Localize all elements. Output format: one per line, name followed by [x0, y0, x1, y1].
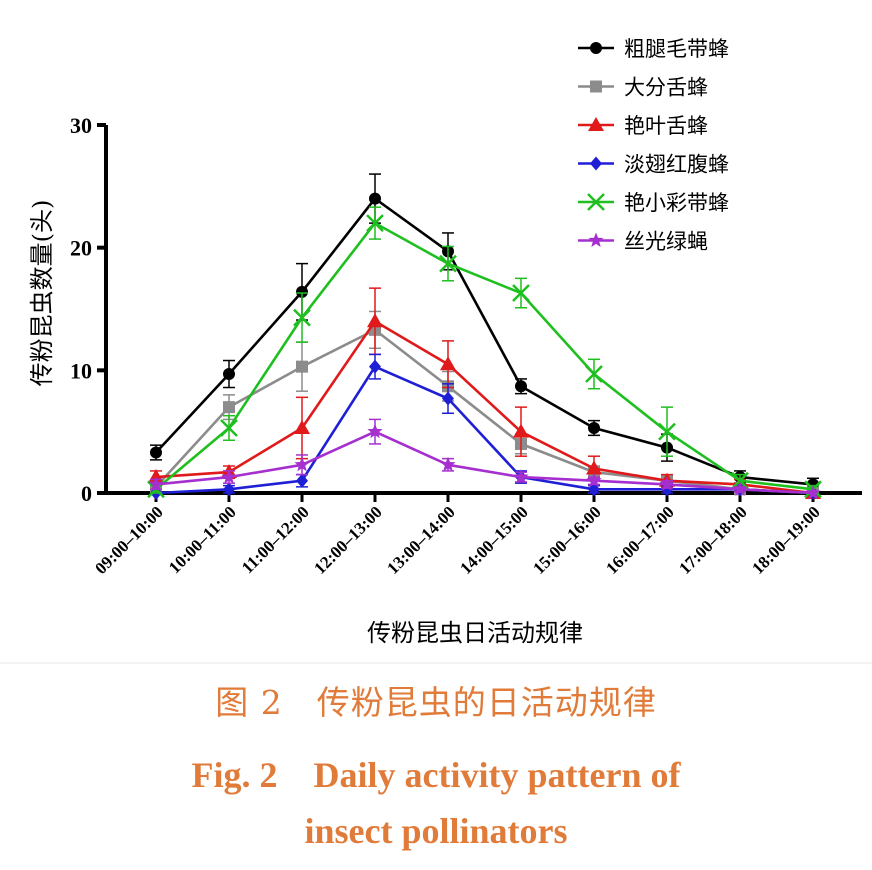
plot-series — [147, 173, 822, 500]
data-point — [296, 360, 308, 373]
legend-marker — [590, 156, 602, 171]
data-point — [515, 380, 527, 393]
legend-item: 粗腿毛带蜂 — [578, 37, 729, 61]
data-point — [369, 192, 381, 205]
y-tick-label: 20 — [70, 236, 92, 261]
data-point — [588, 421, 600, 434]
series-line — [155, 197, 814, 486]
legend-label: 粗腿毛带蜂 — [624, 37, 729, 61]
data-point — [294, 419, 310, 434]
x-tick-label: 16:00–17:00 — [602, 502, 678, 578]
legend-marker — [588, 117, 604, 131]
caption-divider — [0, 662, 872, 664]
data-point — [658, 422, 676, 441]
legend-marker — [590, 42, 602, 54]
x-tick-labels: 09:00–10:0010:00–11:0011:00–12:0012:00–1… — [91, 502, 824, 578]
y-tick-label: 0 — [81, 481, 92, 506]
axes — [97, 123, 862, 502]
data-point — [293, 308, 311, 327]
data-point — [296, 473, 308, 488]
data-point — [150, 446, 162, 459]
data-point — [586, 460, 602, 475]
figure-caption-english-line2: insect pollinators — [304, 811, 568, 851]
data-point — [659, 476, 675, 491]
x-tick-label: 09:00–10:00 — [91, 502, 167, 578]
series-star — [148, 418, 821, 500]
data-point — [512, 284, 530, 302]
series-line — [155, 319, 814, 495]
data-point — [223, 368, 235, 381]
legend-label: 丝光绿蝇 — [624, 230, 708, 254]
data-point — [148, 476, 164, 491]
figure-caption-chinese: 图 2 传粉昆虫的日活动规律 — [215, 683, 657, 722]
data-point — [513, 469, 529, 484]
y-tick-labels: 0 10 20 30 — [70, 113, 92, 506]
figure-caption-english-line1: Fig. 2 Daily activity pattern of — [191, 755, 681, 795]
series-line — [155, 430, 814, 495]
x-tick-label: 14:00–15:00 — [456, 502, 532, 578]
data-point — [294, 456, 310, 472]
data-point — [440, 356, 456, 371]
x-tick-label: 17:00–18:00 — [675, 502, 751, 578]
legend-label: 大分舌蜂 — [624, 76, 708, 100]
x-tick-label: 15:00–16:00 — [529, 502, 605, 578]
data-point — [296, 285, 308, 298]
data-point — [513, 423, 529, 438]
data-point — [586, 472, 602, 488]
data-point — [805, 485, 821, 500]
data-point — [732, 481, 748, 496]
y-tick-label: 10 — [70, 358, 92, 383]
data-point — [731, 471, 749, 490]
legend-marker — [590, 80, 602, 93]
series-line — [155, 365, 814, 495]
x-tick-label: 10:00–11:00 — [165, 502, 240, 577]
data-point — [223, 401, 235, 414]
series-line — [155, 328, 814, 495]
data-point — [367, 423, 383, 439]
legend-marker — [587, 193, 605, 211]
data-point — [221, 469, 237, 484]
series-diamond — [150, 353, 819, 500]
series-x — [147, 206, 822, 499]
data-point — [440, 456, 456, 472]
data-point — [220, 419, 238, 437]
line-chart: 09:00–10:0010:00–11:0011:00–12:0012:00–1… — [28, 37, 862, 647]
legend-label: 淡翅红腹蜂 — [624, 153, 729, 177]
legend-item: 艳小彩带蜂 — [578, 191, 729, 215]
series-line — [155, 221, 814, 491]
y-tick-label: 30 — [70, 113, 92, 138]
data-point — [367, 313, 383, 328]
data-point — [223, 482, 235, 497]
data-point — [442, 391, 454, 406]
x-tick-label: 11:00–12:00 — [238, 502, 313, 577]
legend-item: 淡翅红腹蜂 — [578, 153, 729, 177]
data-point — [585, 365, 603, 383]
x-tick-label: 12:00–13:00 — [310, 502, 386, 578]
data-point — [439, 254, 457, 273]
legend-item: 艳叶舌蜂 — [578, 114, 708, 138]
data-point — [369, 359, 381, 374]
series-circle — [150, 173, 819, 492]
data-point — [366, 214, 384, 233]
x-tick-label: 13:00–14:00 — [383, 502, 459, 578]
legend-label: 艳叶舌蜂 — [624, 114, 708, 138]
x-tick-label: 18:00–19:00 — [748, 502, 824, 578]
legend-item: 丝光绿蝇 — [578, 230, 708, 254]
legend-label: 艳小彩带蜂 — [624, 191, 729, 215]
x-axis-title: 传粉昆虫日活动规律 — [367, 619, 583, 647]
legend-marker — [588, 232, 604, 247]
y-axis-title: 传粉昆虫数量(头) — [28, 200, 56, 387]
legend-item: 大分舌蜂 — [578, 76, 708, 100]
